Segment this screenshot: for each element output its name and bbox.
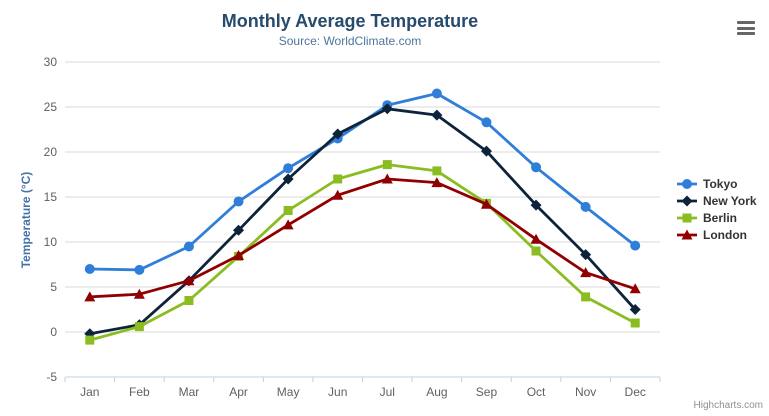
data-point-tokyo[interactable] bbox=[531, 162, 542, 173]
data-point-new-york[interactable] bbox=[431, 109, 443, 121]
data-point-london[interactable] bbox=[431, 177, 443, 188]
y-axis-label: 15 bbox=[44, 190, 58, 204]
legend: Tokyo New York Berlin London bbox=[676, 175, 757, 243]
x-axis-label: Jan bbox=[80, 385, 99, 399]
legend-label: Tokyo bbox=[703, 176, 738, 191]
credits-link[interactable]: Highcharts.com bbox=[693, 400, 763, 411]
data-point-new-york[interactable] bbox=[480, 145, 492, 157]
legend-label: London bbox=[703, 227, 747, 242]
x-axis-label: May bbox=[277, 385, 300, 399]
data-point-tokyo[interactable] bbox=[183, 241, 194, 252]
data-point-berlin[interactable] bbox=[382, 160, 392, 170]
legend-item-tokyo[interactable]: Tokyo bbox=[676, 175, 757, 192]
data-point-berlin[interactable] bbox=[134, 322, 144, 332]
legend-marker-new-york[interactable] bbox=[681, 195, 693, 206]
diamond-icon bbox=[677, 195, 697, 206]
x-axis-label: Oct bbox=[527, 385, 546, 399]
data-point-new-york[interactable] bbox=[629, 304, 641, 315]
data-point-berlin[interactable] bbox=[531, 246, 541, 256]
legend-label: New York bbox=[703, 193, 757, 208]
legend-item-berlin[interactable]: Berlin bbox=[676, 209, 757, 226]
series-new-york[interactable] bbox=[84, 103, 641, 340]
x-axis-label: Aug bbox=[426, 385, 447, 399]
data-point-berlin[interactable] bbox=[581, 292, 591, 302]
x-axis-label: Nov bbox=[575, 385, 596, 399]
series-line-new-york[interactable] bbox=[88, 107, 637, 336]
x-axis-label: Jul bbox=[380, 385, 395, 399]
series-london[interactable] bbox=[84, 173, 641, 302]
hamburger-bar bbox=[737, 26, 755, 30]
y-axis-label: 30 bbox=[44, 55, 58, 69]
data-point-berlin[interactable] bbox=[283, 206, 293, 215]
data-point-berlin[interactable] bbox=[85, 335, 95, 345]
data-point-new-york[interactable] bbox=[233, 224, 245, 236]
data-point-new-york[interactable] bbox=[530, 199, 542, 211]
circle-icon bbox=[677, 178, 697, 189]
data-point-tokyo[interactable] bbox=[580, 201, 591, 212]
data-point-london[interactable] bbox=[133, 288, 145, 299]
y-axis-label: 20 bbox=[44, 145, 58, 159]
y-axis-label: -5 bbox=[46, 370, 57, 384]
x-axis-label: Mar bbox=[179, 385, 200, 399]
y-axis-label: 10 bbox=[44, 235, 58, 249]
data-point-london[interactable] bbox=[530, 233, 542, 244]
legend-marker-tokyo[interactable] bbox=[682, 178, 692, 189]
legend-label: Berlin bbox=[703, 210, 738, 225]
legend-marker-berlin[interactable] bbox=[682, 213, 692, 222]
data-point-london[interactable] bbox=[629, 283, 641, 294]
data-point-berlin[interactable] bbox=[333, 174, 343, 184]
data-point-tokyo[interactable] bbox=[431, 88, 442, 99]
x-axis-label: Jun bbox=[328, 385, 347, 399]
hamburger-bar bbox=[737, 21, 755, 24]
data-point-tokyo[interactable] bbox=[134, 264, 145, 275]
square-icon bbox=[677, 213, 697, 222]
data-point-london[interactable] bbox=[332, 189, 344, 200]
legend-marker-london[interactable] bbox=[681, 229, 693, 239]
data-point-new-york[interactable] bbox=[381, 103, 393, 115]
data-point-tokyo[interactable] bbox=[283, 163, 294, 174]
data-point-london[interactable] bbox=[183, 275, 195, 286]
hamburger-bar bbox=[737, 32, 755, 35]
chart-title: Monthly Average Temperature bbox=[221, 11, 479, 31]
chart-subtitle: Source: WorldClimate.com bbox=[278, 34, 422, 48]
data-point-new-york[interactable] bbox=[282, 173, 294, 185]
data-point-berlin[interactable] bbox=[432, 166, 442, 176]
series-line-london[interactable] bbox=[88, 177, 637, 299]
series-line-berlin[interactable] bbox=[88, 163, 637, 342]
data-point-london[interactable] bbox=[381, 173, 393, 184]
legend-item-new-york[interactable]: New York bbox=[676, 192, 757, 209]
data-point-london[interactable] bbox=[84, 291, 96, 302]
data-point-tokyo[interactable] bbox=[481, 117, 492, 128]
series-tokyo[interactable] bbox=[84, 88, 641, 275]
x-axis-label: Feb bbox=[129, 385, 150, 399]
triangle-icon bbox=[677, 229, 697, 239]
x-axis-label: Dec bbox=[625, 385, 646, 399]
data-point-new-york[interactable] bbox=[580, 249, 592, 261]
y-axis-label: 5 bbox=[50, 280, 57, 294]
hamburger-icon[interactable] bbox=[736, 20, 756, 36]
data-point-berlin[interactable] bbox=[630, 318, 640, 328]
x-axis-label: Sep bbox=[476, 385, 498, 399]
data-point-berlin[interactable] bbox=[184, 296, 194, 305]
data-point-tokyo[interactable] bbox=[630, 240, 641, 251]
data-point-tokyo[interactable] bbox=[233, 196, 244, 207]
data-point-london[interactable] bbox=[480, 198, 492, 209]
y-axis-label: 25 bbox=[44, 100, 58, 114]
data-point-london[interactable] bbox=[233, 250, 245, 260]
legend-item-london[interactable]: London bbox=[676, 226, 757, 243]
x-axis-label: Apr bbox=[229, 385, 248, 399]
data-point-new-york[interactable] bbox=[332, 128, 344, 140]
y-axis-label: 0 bbox=[50, 325, 57, 339]
data-point-tokyo[interactable] bbox=[84, 264, 95, 274]
data-point-london[interactable] bbox=[580, 267, 592, 278]
data-point-london[interactable] bbox=[282, 219, 294, 230]
